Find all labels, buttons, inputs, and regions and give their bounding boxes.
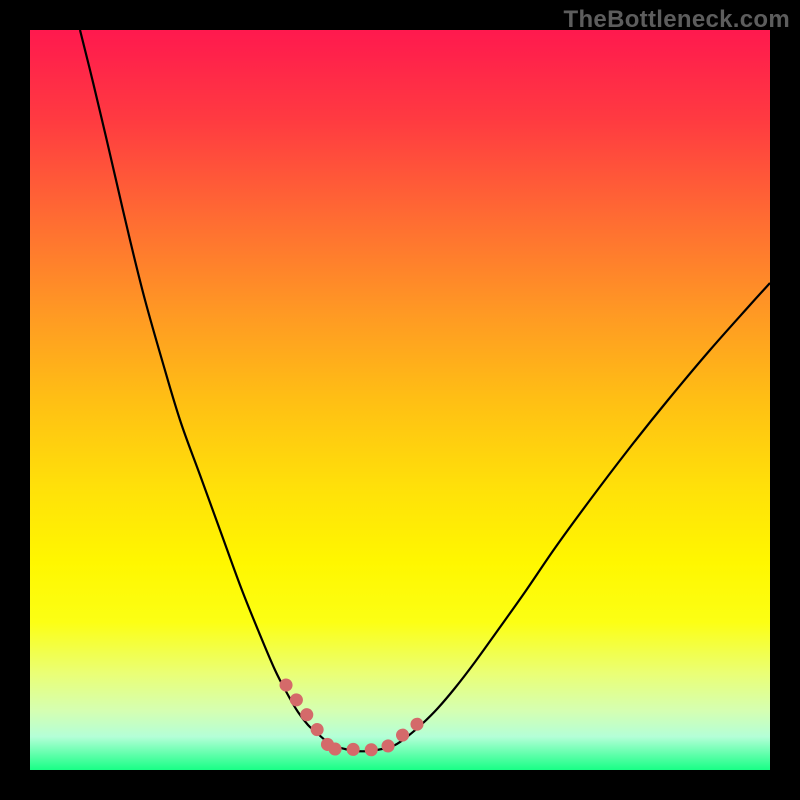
- bottleneck-curve: [80, 30, 770, 751]
- highlight-dot-segment: [388, 716, 428, 746]
- highlight-dots: [286, 685, 428, 750]
- curve-layer: [30, 30, 770, 770]
- chart-container: TheBottleneck.com: [0, 0, 800, 800]
- watermark-text: TheBottleneck.com: [564, 6, 790, 34]
